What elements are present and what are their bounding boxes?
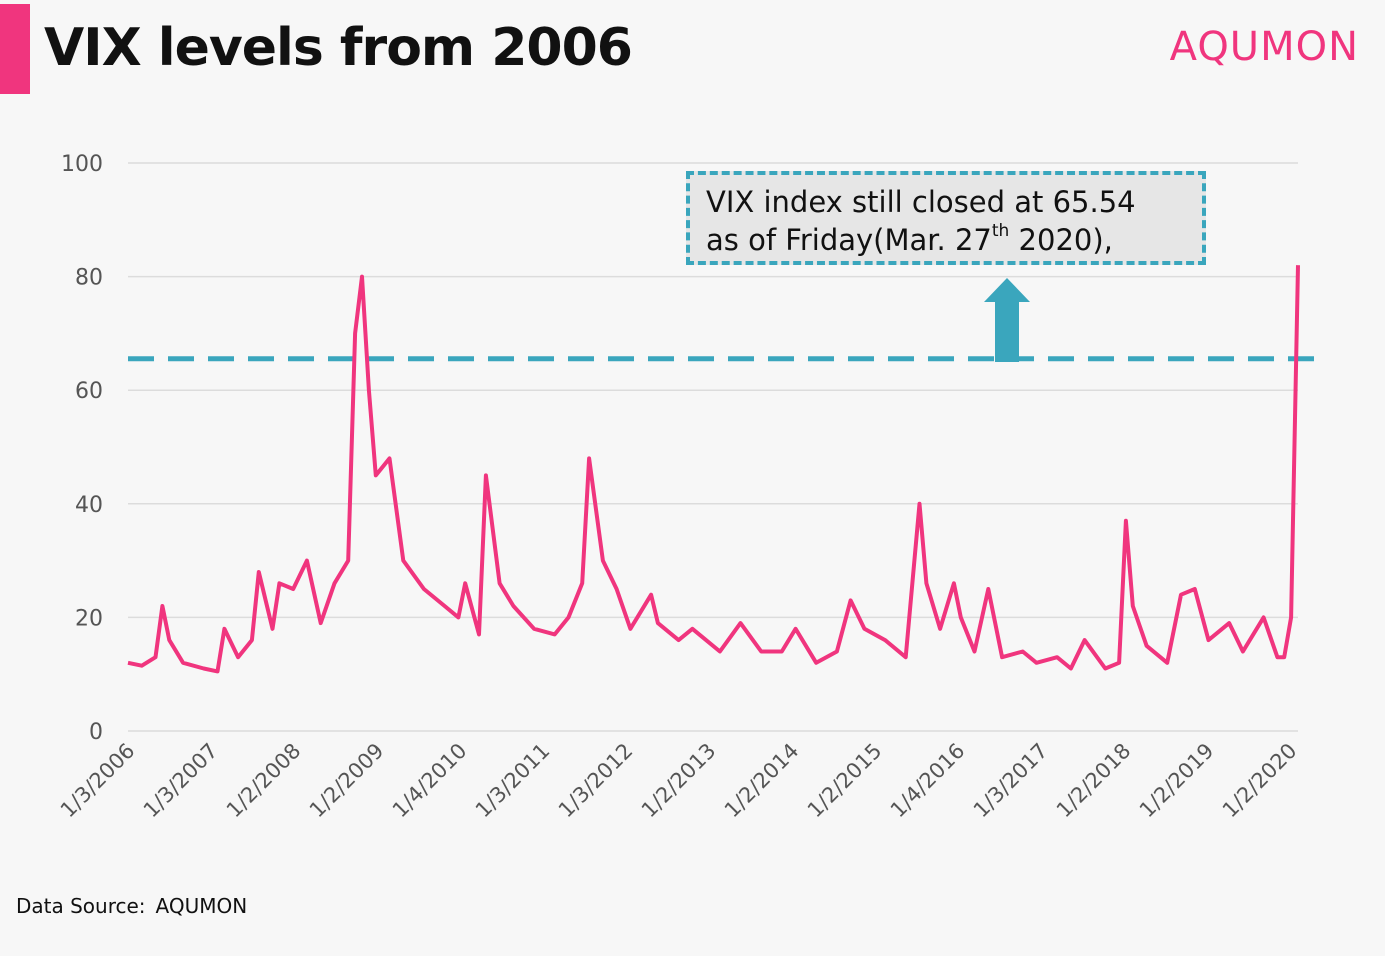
- x-tick-label: 1/3/2017: [969, 739, 1053, 823]
- x-tick-label: 1/2/2008: [222, 739, 306, 823]
- x-tick-label: 1/4/2016: [886, 739, 970, 823]
- x-axis-labels: 1/3/2006 1/3/2007 1/2/2008 1/2/2009 1/4/2010…: [56, 739, 1302, 823]
- source-label: Data Source:: [16, 894, 146, 918]
- y-tick-label: 80: [75, 266, 103, 291]
- x-tick-label: 1/2/2013: [637, 739, 721, 823]
- y-axis-labels: 0 20 40 60 80 100: [61, 152, 103, 745]
- y-tick-label: 20: [75, 606, 103, 631]
- x-tick-label: 1/2/2015: [803, 739, 887, 823]
- x-tick-label: 1/2/2009: [305, 739, 389, 823]
- x-tick-label: 1/3/2007: [139, 739, 223, 823]
- data-source-note: Data Source: AQUMON: [16, 894, 247, 918]
- y-tick-label: 0: [89, 720, 103, 745]
- x-tick-label: 1/3/2011: [471, 739, 555, 823]
- x-tick-label: 1/4/2010: [388, 739, 472, 823]
- source-value: AQUMON: [155, 894, 248, 918]
- y-tick-label: 40: [75, 493, 103, 518]
- annotation-ordinal: th: [991, 221, 1010, 241]
- x-tick-label: 1/3/2012: [554, 739, 638, 823]
- title-accent-bar: [0, 4, 30, 94]
- annotation-box: VIX index still closed at 65.54 as of Fr…: [686, 171, 1206, 265]
- x-tick-label: 1/3/2006: [56, 739, 140, 823]
- brand-logo: AQUMON: [1169, 24, 1359, 70]
- x-tick-label: 1/2/2018: [1052, 739, 1136, 823]
- annotation-line-1: VIX index still closed at 65.54: [706, 185, 1136, 219]
- x-tick-label: 1/2/2019: [1135, 739, 1219, 823]
- x-tick-label: 1/2/2014: [720, 739, 804, 823]
- y-tick-label: 100: [61, 152, 103, 177]
- annotation-line-2-suffix: 2020),: [1009, 223, 1113, 257]
- vix-series-line: [127, 265, 1300, 674]
- up-arrow-icon: [984, 278, 1030, 362]
- x-tick-label: 1/2/2020: [1218, 739, 1302, 823]
- y-tick-label: 60: [75, 379, 103, 404]
- annotation-line-2: as of Friday(Mar. 27th 2020),: [706, 221, 1186, 259]
- annotation-line-2-prefix: as of Friday(Mar. 27: [706, 223, 992, 257]
- page-title: VIX levels from 2006: [44, 18, 633, 78]
